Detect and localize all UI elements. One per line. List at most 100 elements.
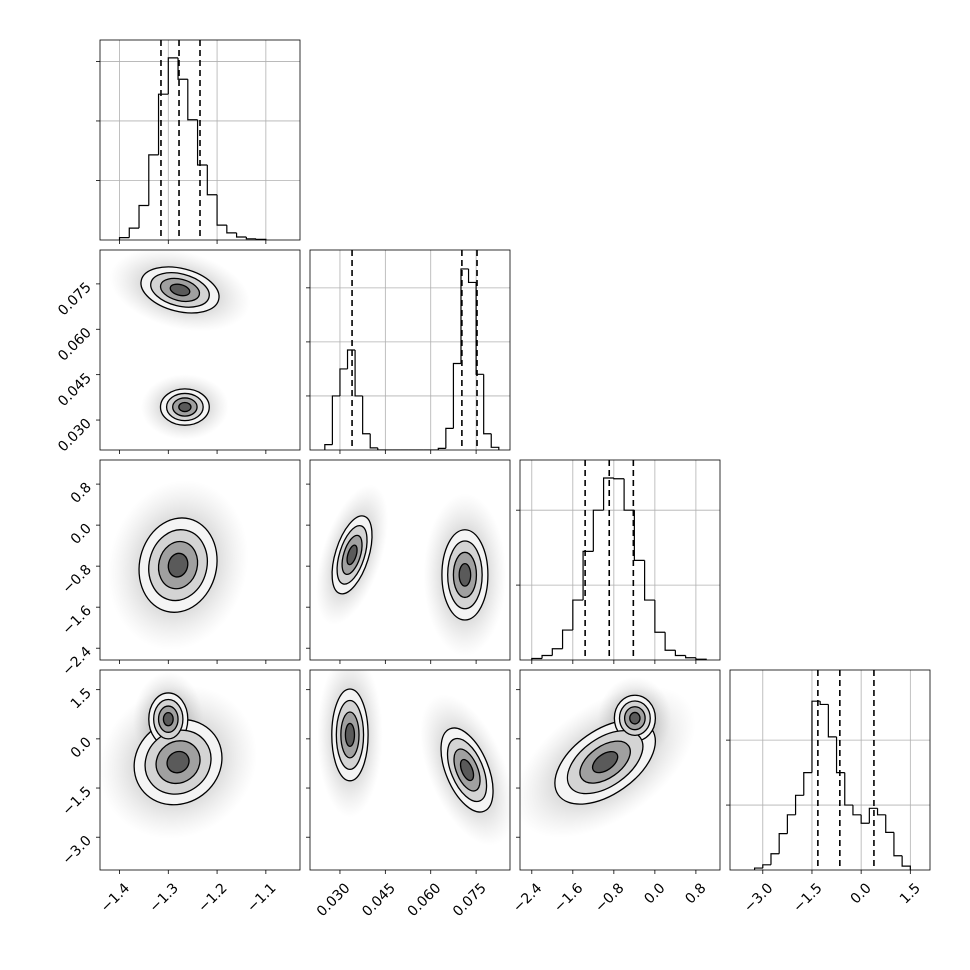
histogram-bin — [354, 350, 363, 397]
density-contour — [166, 750, 190, 774]
histogram-bin — [167, 57, 179, 95]
histogram-bin — [778, 833, 788, 854]
histogram-bin — [860, 814, 870, 824]
histogram-bin — [235, 232, 247, 238]
x-tick-label: 0.0 — [641, 880, 668, 907]
histogram-bin — [572, 599, 584, 631]
x-tick-label: 0.045 — [359, 880, 399, 920]
density-contour — [178, 401, 192, 413]
panel-frame — [519, 669, 721, 871]
y-tick-label: 0.8 — [68, 480, 95, 507]
panel-frame — [99, 459, 301, 661]
x-tick-label: 0.0 — [848, 880, 875, 907]
y-tick-label: −1.5 — [59, 784, 94, 819]
histogram-bin — [644, 560, 655, 601]
density-contour — [346, 544, 358, 566]
histogram-bin — [876, 808, 886, 816]
histogram-bin — [467, 268, 477, 284]
histogram-bin — [654, 600, 666, 633]
histogram-bin — [901, 855, 911, 870]
histogram-bin — [377, 447, 386, 450]
panel-frame — [99, 669, 301, 871]
histogram-bin — [362, 395, 371, 435]
histogram-bin — [331, 395, 340, 445]
density-contour — [162, 711, 174, 727]
density-contour — [169, 283, 191, 297]
y-tick-label: 0.045 — [55, 370, 95, 410]
histogram-bin — [623, 478, 635, 511]
histogram-bin — [893, 832, 903, 857]
histogram-bin — [157, 93, 169, 155]
histogram-bin — [827, 704, 837, 738]
density-panel — [100, 671, 258, 839]
x-tick-label: 0.060 — [405, 880, 445, 920]
y-tick-label: −2.4 — [59, 644, 94, 679]
x-tick-label: −2.4 — [510, 880, 545, 915]
histogram-bin — [475, 282, 484, 375]
histogram-bin — [786, 814, 796, 834]
histogram-bin — [245, 237, 257, 240]
histogram-bin — [541, 654, 553, 659]
histogram-bin — [685, 655, 696, 659]
panel-frame — [99, 249, 301, 451]
histogram-bin — [770, 853, 780, 865]
x-tick-label: −1.3 — [147, 880, 182, 915]
histogram-bin — [437, 447, 446, 450]
histogram-bin — [835, 736, 845, 774]
y-tick-label: 0.075 — [55, 279, 95, 319]
density-panel — [316, 484, 507, 657]
histogram-bin — [868, 807, 878, 824]
x-tick-label: −0.8 — [592, 880, 627, 915]
histogram-bin — [460, 268, 469, 364]
histogram-bin — [561, 629, 573, 649]
histogram — [118, 40, 267, 240]
y-tick-label: 0.0 — [68, 521, 95, 548]
histogram — [531, 460, 707, 660]
density-contour — [591, 750, 619, 774]
histogram-bin — [483, 374, 492, 435]
density-panel — [109, 250, 251, 440]
density-panel — [107, 480, 249, 651]
histogram-bin — [803, 771, 812, 796]
histogram-bin — [369, 433, 378, 449]
histogram-bin — [128, 227, 140, 238]
histogram-bin — [324, 443, 333, 450]
panel-frame — [99, 39, 301, 241]
histogram-bin — [531, 657, 543, 660]
y-tick-label: 0.030 — [55, 416, 95, 456]
histogram-bin — [196, 119, 208, 166]
histogram-bin — [664, 632, 676, 651]
x-tick-label: 0.030 — [314, 880, 354, 920]
histogram-bin — [226, 225, 237, 234]
histogram-bin — [177, 57, 188, 80]
histogram-bin — [592, 509, 604, 552]
histogram-bin — [811, 700, 821, 773]
density-contour — [459, 758, 475, 782]
density-contour — [458, 562, 472, 587]
y-tick-label: −0.8 — [59, 562, 94, 597]
x-tick-label: −3.0 — [741, 880, 776, 915]
histogram-bin — [582, 550, 594, 601]
x-tick-label: 1.5 — [897, 880, 924, 907]
histogram-bin — [852, 805, 862, 816]
histogram-bin — [138, 204, 149, 229]
x-tick-label: −1.5 — [790, 880, 825, 915]
histogram-bin — [490, 433, 500, 450]
histogram-bin — [844, 772, 853, 806]
density-contour — [167, 552, 189, 578]
panel-frame — [519, 459, 721, 661]
x-tick-label: 0.075 — [450, 880, 490, 920]
histogram-bin — [445, 427, 454, 449]
x-tick-label: −1.2 — [195, 880, 230, 915]
histogram — [753, 670, 911, 870]
density-panel — [520, 676, 696, 838]
histogram-bin — [674, 650, 686, 657]
histogram-bin — [885, 814, 894, 833]
histogram-bin — [602, 477, 614, 511]
density-panel — [317, 670, 510, 846]
panel-frame — [309, 249, 511, 451]
histogram-bin — [216, 194, 227, 226]
x-tick-label: −1.1 — [244, 880, 279, 915]
